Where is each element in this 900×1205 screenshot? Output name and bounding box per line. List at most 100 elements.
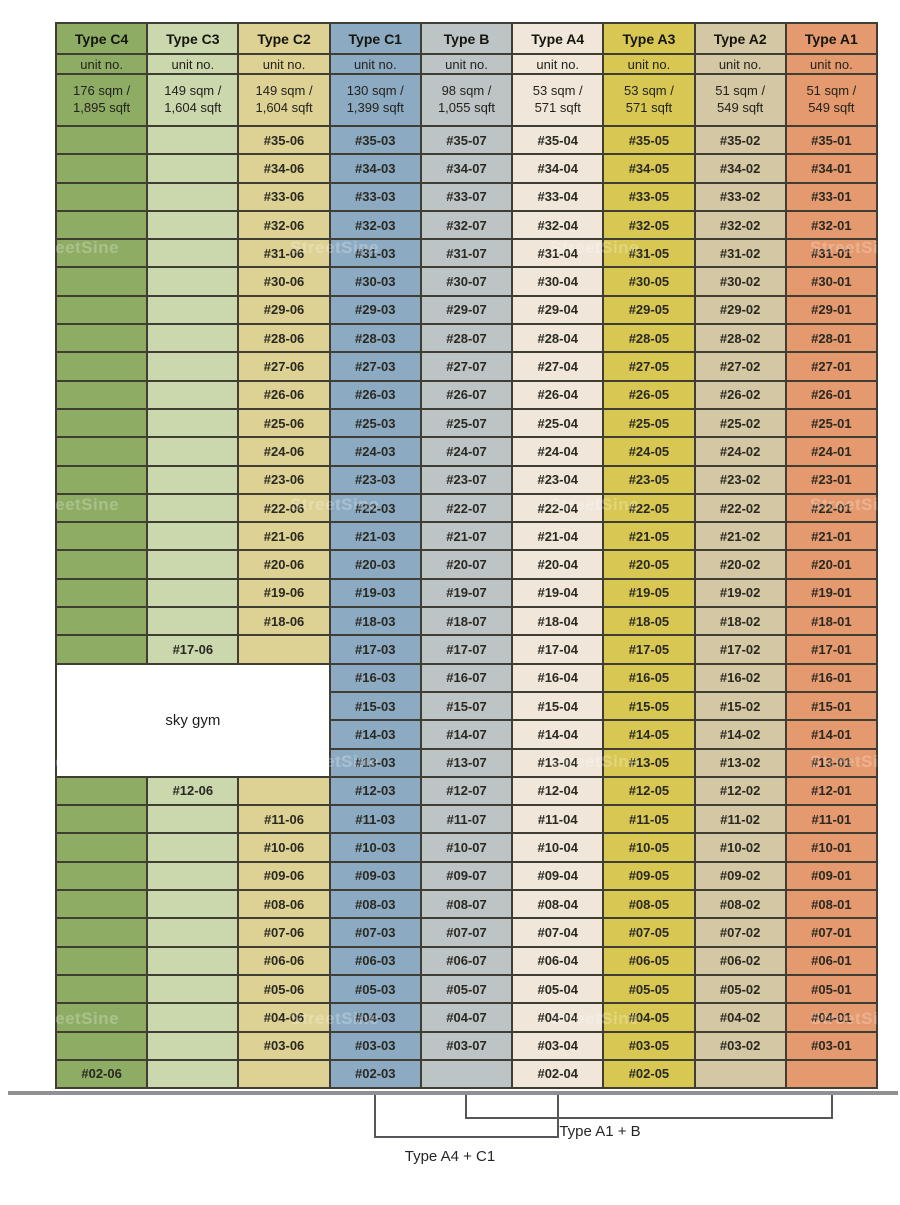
unit-cell: #08-04 (513, 891, 603, 918)
unit-cell: #35-01 (786, 127, 876, 154)
unit-cell: #17-06 (148, 636, 238, 663)
unit-cell: #27-05 (604, 353, 694, 380)
unit-cell: #34-02 (695, 155, 785, 182)
unit-cell: #09-02 (695, 862, 785, 890)
area-header-cell: 149 sqm / 1,604 sqft (148, 75, 238, 125)
unit-cell: #32-07 (421, 211, 512, 239)
unit-cell: #06-04 (513, 947, 603, 974)
unit-cell: #09-01 (786, 862, 876, 890)
unit-cell: #35-03 (330, 127, 420, 154)
unit-cell: #12-06 (148, 777, 238, 805)
unit-cell: #21-02 (695, 523, 785, 550)
unit-cell: #21-07 (421, 523, 512, 550)
unit-cell: #19-03 (330, 579, 420, 607)
empty-unit-cell (57, 325, 147, 352)
empty-unit-cell (57, 891, 147, 918)
area-header-cell: 130 sqm / 1,399 sqft (330, 75, 420, 125)
unit-cell: #32-03 (330, 211, 420, 239)
empty-unit-cell (57, 862, 147, 890)
unit-no-header-cell: unit no. (421, 55, 512, 73)
type-header-cell: Type A4 (513, 24, 603, 53)
unit-cell: #20-05 (604, 551, 694, 578)
unit-cell: #07-04 (513, 919, 603, 946)
annotation-label-type-a4-c1: Type A4 + C1 (404, 1148, 496, 1165)
unit-cell: #33-01 (786, 183, 876, 210)
unit-cell: #08-01 (786, 891, 876, 918)
unit-cell: #32-01 (786, 211, 876, 239)
unit-cell: #26-01 (786, 381, 876, 408)
unit-cell: #11-01 (786, 806, 876, 833)
unit-cell: #29-06 (239, 296, 329, 324)
unit-cell: #24-01 (786, 438, 876, 465)
unit-cell: #32-05 (604, 211, 694, 239)
empty-unit-cell (57, 919, 147, 946)
unit-cell: #17-04 (513, 636, 603, 663)
unit-cell: #25-03 (330, 409, 420, 437)
type-header-cell: Type A1 (786, 24, 876, 53)
empty-unit-cell (239, 1060, 329, 1088)
unit-cell: #26-06 (239, 381, 329, 408)
unit-no-header-cell: unit no. (513, 55, 603, 73)
unit-cell: #23-04 (513, 466, 603, 493)
unit-cell: #05-01 (786, 975, 876, 1003)
unit-cell: #25-04 (513, 409, 603, 437)
unit-cell: #15-03 (330, 692, 420, 720)
unit-cell: #20-03 (330, 551, 420, 578)
unit-cell: #25-01 (786, 409, 876, 437)
empty-unit-cell (57, 1004, 147, 1031)
empty-unit-cell (57, 240, 147, 267)
unit-cell: #13-05 (604, 749, 694, 776)
unit-cell: #23-02 (695, 466, 785, 493)
unit-cell: #29-02 (695, 296, 785, 324)
unit-cell: #33-06 (239, 183, 329, 210)
unit-cell: #18-01 (786, 608, 876, 635)
unit-cell: #19-05 (604, 579, 694, 607)
empty-unit-cell (148, 947, 238, 974)
unit-cell: #22-03 (330, 494, 420, 522)
unit-cell: #07-07 (421, 919, 512, 946)
unit-cell: #30-07 (421, 268, 512, 295)
unit-cell: #08-06 (239, 891, 329, 918)
unit-cell: #05-04 (513, 975, 603, 1003)
unit-cell: #24-03 (330, 438, 420, 465)
unit-cell: #15-05 (604, 692, 694, 720)
unit-cell: #31-07 (421, 240, 512, 267)
unit-cell: #12-01 (786, 777, 876, 805)
empty-unit-cell (57, 409, 147, 437)
unit-cell: #13-02 (695, 749, 785, 776)
unit-cell: #34-03 (330, 155, 420, 182)
unit-no-header-cell: unit no. (604, 55, 694, 73)
unit-cell: #27-07 (421, 353, 512, 380)
unit-cell: #18-05 (604, 608, 694, 635)
unit-cell: #11-03 (330, 806, 420, 833)
unit-cell: #11-02 (695, 806, 785, 833)
unit-cell: #28-02 (695, 325, 785, 352)
unit-cell: #09-07 (421, 862, 512, 890)
unit-cell: #31-06 (239, 240, 329, 267)
unit-cell: #10-05 (604, 834, 694, 861)
empty-unit-cell (421, 1060, 512, 1088)
unit-cell: #02-05 (604, 1060, 694, 1088)
unit-cell: #27-04 (513, 353, 603, 380)
unit-cell: #31-04 (513, 240, 603, 267)
unit-cell: #25-06 (239, 409, 329, 437)
unit-cell: #17-03 (330, 636, 420, 663)
unit-cell: #02-04 (513, 1060, 603, 1088)
unit-cell: #10-07 (421, 834, 512, 861)
area-header-cell: 149 sqm / 1,604 sqft (239, 75, 329, 125)
unit-cell: #04-02 (695, 1004, 785, 1031)
empty-unit-cell (57, 353, 147, 380)
empty-unit-cell (57, 127, 147, 154)
unit-cell: #08-02 (695, 891, 785, 918)
empty-unit-cell (148, 183, 238, 210)
unit-cell: #08-05 (604, 891, 694, 918)
unit-cell: #14-02 (695, 721, 785, 748)
unit-cell: #09-04 (513, 862, 603, 890)
bracket-vertical-c1 (374, 1095, 376, 1138)
unit-cell: #07-02 (695, 919, 785, 946)
bracket-horizontal-a1-b (465, 1117, 833, 1119)
unit-cell: #24-05 (604, 438, 694, 465)
unit-cell: #14-05 (604, 721, 694, 748)
unit-cell: #24-04 (513, 438, 603, 465)
unit-cell: #19-02 (695, 579, 785, 607)
